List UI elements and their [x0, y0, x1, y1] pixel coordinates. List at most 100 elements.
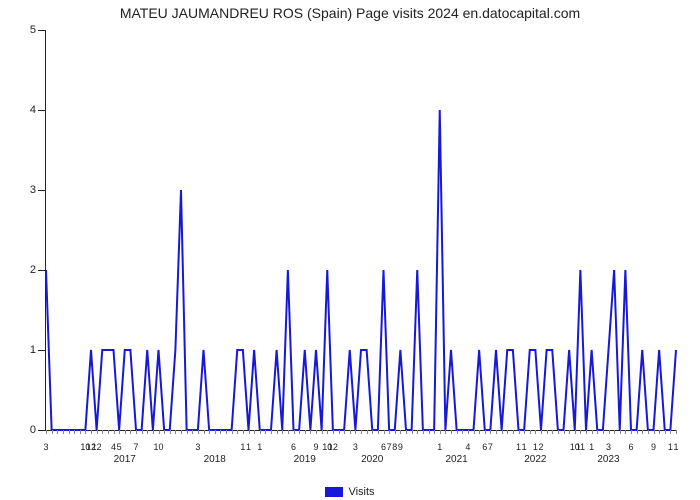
x-minor-tick: [164, 430, 165, 434]
x-minor-tick: [631, 430, 632, 434]
x-tick-label: 1: [437, 442, 442, 452]
x-minor-tick: [215, 430, 216, 434]
x-minor-tick: [429, 430, 430, 434]
x-minor-tick: [130, 430, 131, 434]
x-tick-label: 1: [516, 442, 521, 452]
x-minor-tick: [367, 430, 368, 434]
x-minor-tick: [327, 430, 328, 434]
x-minor-tick: [125, 430, 126, 434]
x-minor-tick: [97, 430, 98, 434]
x-minor-tick: [423, 430, 424, 434]
x-minor-tick: [614, 430, 615, 434]
x-minor-tick: [204, 430, 205, 434]
x-minor-tick: [147, 430, 148, 434]
x-minor-tick: [249, 430, 250, 434]
x-minor-tick: [592, 430, 593, 434]
x-minor-tick: [69, 430, 70, 434]
x-minor-tick: [400, 430, 401, 434]
x-tick-label: 6: [291, 442, 296, 452]
y-tick: [38, 430, 46, 431]
x-minor-tick: [417, 430, 418, 434]
x-minor-tick: [288, 430, 289, 434]
x-minor-tick: [226, 430, 227, 434]
x-minor-tick: [502, 430, 503, 434]
x-minor-tick: [119, 430, 120, 434]
x-minor-tick: [558, 430, 559, 434]
x-tick-label: 9: [651, 442, 656, 452]
y-tick: [38, 190, 46, 191]
x-year-label: 2018: [204, 454, 226, 465]
x-minor-tick: [676, 430, 677, 434]
x-minor-tick: [496, 430, 497, 434]
x-minor-tick: [159, 430, 160, 434]
x-tick-label: 7: [133, 442, 138, 452]
x-tick-label: 4: [111, 442, 116, 452]
x-minor-tick: [406, 430, 407, 434]
x-minor-tick: [85, 430, 86, 434]
x-tick-label: 9: [398, 442, 403, 452]
x-minor-tick: [513, 430, 514, 434]
x-tick-label: 7: [488, 442, 493, 452]
x-minor-tick: [181, 430, 182, 434]
x-tick-label: 9: [313, 442, 318, 452]
x-minor-tick: [642, 430, 643, 434]
x-minor-tick: [490, 430, 491, 434]
x-minor-tick: [310, 430, 311, 434]
x-minor-tick: [175, 430, 176, 434]
x-minor-tick: [597, 430, 598, 434]
x-minor-tick: [344, 430, 345, 434]
x-tick-label: 10: [153, 442, 163, 452]
x-tick-label: 1: [673, 442, 678, 452]
x-minor-tick: [389, 430, 390, 434]
x-minor-tick: [46, 430, 47, 434]
x-minor-tick: [670, 430, 671, 434]
x-tick-label: 12: [328, 442, 338, 452]
y-tick-label: 5: [16, 24, 36, 36]
x-tick-label: 1: [246, 442, 251, 452]
x-minor-tick: [569, 430, 570, 434]
x-minor-tick: [294, 430, 295, 434]
x-minor-tick: [395, 430, 396, 434]
y-tick: [38, 110, 46, 111]
x-minor-tick: [142, 430, 143, 434]
legend-swatch: [325, 487, 343, 497]
x-tick-label: 3: [353, 442, 358, 452]
x-minor-tick: [237, 430, 238, 434]
x-minor-tick: [260, 430, 261, 434]
x-minor-tick: [209, 430, 210, 434]
x-year-label: 2017: [114, 454, 136, 465]
x-minor-tick: [187, 430, 188, 434]
chart-container: MATEU JAUMANDREU ROS (Spain) Page visits…: [0, 0, 700, 500]
x-minor-tick: [305, 430, 306, 434]
x-minor-tick: [564, 430, 565, 434]
x-minor-tick: [637, 430, 638, 434]
x-minor-tick: [153, 430, 154, 434]
x-minor-tick: [451, 430, 452, 434]
x-minor-tick: [52, 430, 53, 434]
plot-area: 0123453101212457103111691012367891467111…: [45, 30, 676, 431]
x-minor-tick: [648, 430, 649, 434]
x-minor-tick: [271, 430, 272, 434]
x-minor-tick: [339, 430, 340, 434]
x-year-label: 2020: [361, 454, 383, 465]
x-minor-tick: [552, 430, 553, 434]
x-minor-tick: [535, 430, 536, 434]
x-tick-label: 1: [668, 442, 673, 452]
x-minor-tick: [378, 430, 379, 434]
x-minor-tick: [108, 430, 109, 434]
x-tick-label: 6: [381, 442, 386, 452]
x-year-label: 2021: [446, 454, 468, 465]
y-tick-label: 0: [16, 424, 36, 436]
legend-label: Visits: [348, 486, 374, 498]
x-tick-label: 3: [606, 442, 611, 452]
x-minor-tick: [57, 430, 58, 434]
x-minor-tick: [114, 430, 115, 434]
x-minor-tick: [277, 430, 278, 434]
x-tick-label: 1: [522, 442, 527, 452]
x-minor-tick: [519, 430, 520, 434]
x-minor-tick: [63, 430, 64, 434]
x-minor-tick: [412, 430, 413, 434]
x-tick-label: 1: [589, 442, 594, 452]
x-minor-tick: [192, 430, 193, 434]
x-minor-tick: [333, 430, 334, 434]
